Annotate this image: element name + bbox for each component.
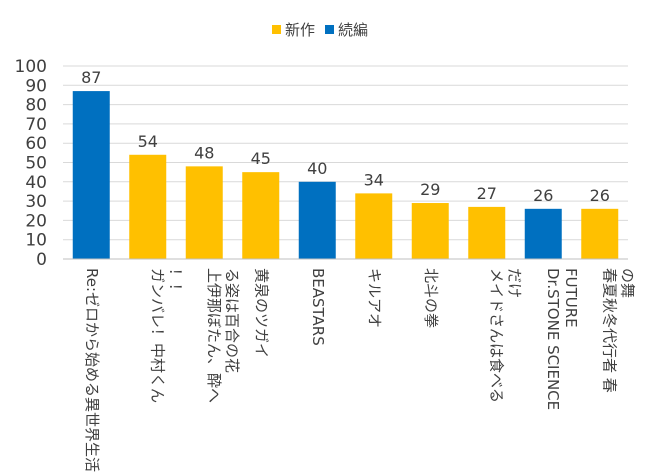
x-tick-label-line: 春夏秋冬代行者 春 <box>600 268 618 393</box>
data-label: 40 <box>307 159 327 178</box>
x-tick-label-line: キルアオ <box>365 268 383 328</box>
x-tick-label: 黄泉のツガイ <box>252 268 270 358</box>
data-label: 27 <box>477 184 497 203</box>
y-tick-label: 50 <box>25 154 47 174</box>
y-tick-label: 60 <box>25 134 47 154</box>
data-label: 26 <box>590 186 610 205</box>
x-tick-label: キルアオ <box>365 268 383 328</box>
x-tick-label-line: だけ <box>505 268 523 298</box>
x-tick-label-line: ！！ <box>166 268 184 298</box>
x-tick-label: Re:ゼロから始める異世界生活 <box>83 268 101 472</box>
x-tick-label-line: 上伊那ぼたん、酔へ <box>205 268 223 403</box>
x-tick-label-line: の舞 <box>618 268 636 298</box>
bar <box>298 181 336 259</box>
bar <box>185 166 223 259</box>
data-label: 45 <box>251 149 271 168</box>
data-label: 26 <box>533 186 553 205</box>
x-tick-label-line: 北斗の拳 <box>422 268 440 328</box>
bar <box>581 208 619 259</box>
y-tick-label: 40 <box>25 173 47 193</box>
y-tick-label: 0 <box>36 250 47 270</box>
x-tick-label-line: Re:ゼロから始める異世界生活 <box>83 268 101 472</box>
data-label: 87 <box>81 68 101 87</box>
x-tick-label: BEASTARS <box>309 268 327 346</box>
y-tick-label: 90 <box>25 76 47 96</box>
data-label: 34 <box>364 170 384 189</box>
x-tick-label-line: る姿は百合の花 <box>223 268 241 373</box>
y-tick-label: 100 <box>15 57 47 77</box>
y-tick-label: 70 <box>25 115 47 135</box>
y-tick-label: 30 <box>25 192 47 212</box>
bar <box>524 208 562 259</box>
y-tick-label: 20 <box>25 211 47 231</box>
data-label: 48 <box>194 143 214 162</box>
bar <box>411 203 449 259</box>
legend-swatch-sequel <box>325 25 335 34</box>
x-tick-label: 春夏秋冬代行者 春の舞 <box>600 268 636 393</box>
bar <box>242 172 280 259</box>
x-tick-label-line: BEASTARS <box>309 268 327 346</box>
data-label: 54 <box>138 132 158 151</box>
x-tick-label-line: ガンバレ！中村くん <box>148 268 166 403</box>
bar <box>468 206 506 259</box>
x-tick-label-line: 黄泉のツガイ <box>252 268 270 358</box>
x-tick-label: メイドさんは食べる だけ <box>487 268 523 403</box>
legend-swatch-new <box>272 25 281 34</box>
x-tick-label-line: FUTURE <box>562 268 580 328</box>
bar <box>72 91 110 259</box>
bar <box>129 154 167 259</box>
legend-label-sequel: 続編 <box>338 21 369 39</box>
chart-legend: 新作 続編 <box>272 19 378 40</box>
x-tick-label-line: Dr.STONE SCIENCE <box>544 268 562 410</box>
legend-item-new: 新作 <box>272 19 315 40</box>
data-label: 29 <box>420 180 440 199</box>
y-tick-label: 80 <box>25 96 47 116</box>
x-tick-label-line: メイドさんは食べる <box>487 268 505 403</box>
legend-label-new: 新作 <box>285 21 316 39</box>
x-tick-label: 北斗の拳 <box>422 268 440 328</box>
x-tick-label: Dr.STONE SCIENCE FUTURE <box>544 268 580 410</box>
bar <box>355 193 393 259</box>
y-tick-label: 10 <box>25 231 47 251</box>
x-tick-label: ガンバレ！中村くん！！ <box>148 268 184 403</box>
legend-item-sequel: 続編 <box>325 19 368 40</box>
x-tick-label: 上伊那ぼたん、酔へ る姿は百合の花 <box>205 268 241 403</box>
